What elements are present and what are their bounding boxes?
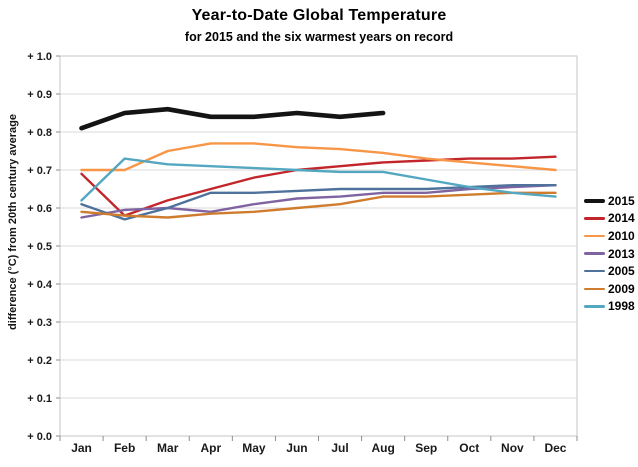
legend-label: 2015 [608,193,635,208]
y-tick-label: + 0.6 [27,203,52,215]
legend-swatch-2015 [584,198,605,204]
x-tick-label: Nov [501,441,524,455]
series-line-2015 [79,106,386,131]
x-tick-label: Jun [286,441,307,455]
legend-swatch-2014 [584,217,605,220]
y-axis-title: difference (°C) from 20th century averag… [7,114,19,330]
legend-label: 2014 [608,211,635,226]
legend-item-2014: 2014 [584,210,635,228]
series-line-2005 [80,183,557,221]
x-tick-label: Apr [200,441,221,455]
legend-swatch-2005 [584,269,605,273]
chart-title: Year-to-Date Global Temperature [191,7,447,24]
legend-item-2015: 2015 [584,192,635,210]
legend-label: 2005 [608,264,635,279]
series-line-2009 [80,191,557,219]
legend-label: 2013 [608,246,635,261]
y-tick-label: + 0.7 [27,165,52,177]
x-tick-label: Sep [415,441,437,455]
x-tick-label: May [242,441,266,455]
y-tick-label: + 0.3 [27,317,52,329]
legend-swatch-2009 [584,287,605,291]
legend: 2015 2014 2010 2013 2005 2009 1998 [584,192,635,315]
x-tick-label: Aug [371,441,394,455]
legend-item-2013: 2013 [584,245,635,263]
y-tick-label: + 0.0 [27,431,52,443]
series-line-1998 [80,157,557,202]
legend-item-1998: 1998 [584,298,635,316]
x-tick-label: Jan [71,441,92,455]
y-tick-label: + 0.5 [27,241,52,253]
legend-swatch-2010 [584,234,605,238]
legend-label: 1998 [608,299,635,314]
x-tick-label: Mar [157,441,179,455]
legend-swatch-1998 [584,305,605,308]
series-line-2010 [80,142,557,172]
legend-item-2009: 2009 [584,280,635,298]
y-tick-label: + 0.1 [27,393,52,405]
x-tick-label: Dec [544,441,566,455]
y-tick-label: + 0.2 [27,355,52,367]
legend-label: 2009 [608,281,635,296]
legend-swatch-2013 [584,252,605,255]
y-tick-label: + 1.0 [27,51,52,63]
y-tick-label: + 0.4 [27,279,53,291]
legend-item-2005: 2005 [584,262,635,280]
series-line-2014 [80,155,557,217]
y-tick-label: + 0.9 [27,89,52,101]
x-tick-label: Oct [459,441,479,455]
x-tick-label: Feb [114,441,135,455]
x-tick-label: Jul [331,441,348,455]
y-tick-label: + 0.8 [27,127,52,139]
legend-item-2010: 2010 [584,227,635,245]
legend-label: 2010 [608,228,635,243]
chart-subtitle: for 2015 and the six warmest years on re… [184,30,454,44]
